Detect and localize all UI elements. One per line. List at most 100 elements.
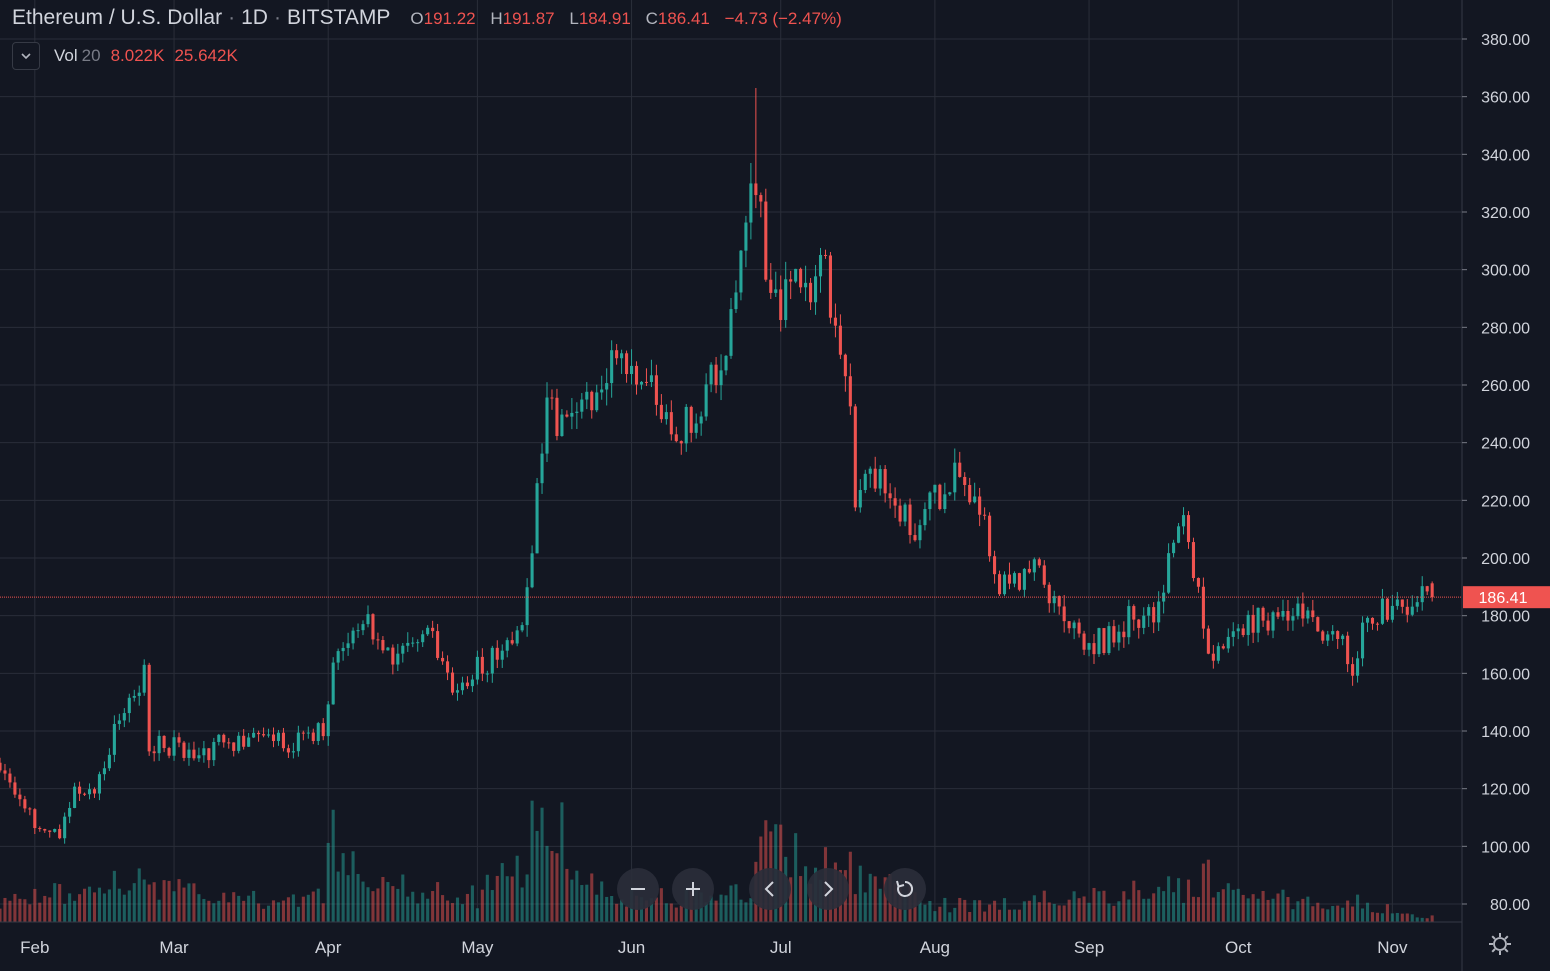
volume-bar [321, 903, 325, 922]
volume-bar [1052, 903, 1056, 922]
candle-body [296, 732, 300, 752]
price-tick-label: 360.00 [1481, 90, 1530, 107]
candle-body [356, 630, 360, 632]
volume-bar [1167, 876, 1171, 922]
candle-body [470, 679, 474, 687]
candle-body [1385, 598, 1389, 620]
candle-body [127, 697, 131, 714]
candle-body [749, 183, 753, 223]
volume-bar [475, 908, 479, 922]
candle-body [838, 325, 842, 355]
candle-body [550, 397, 554, 399]
volume-bar [63, 903, 67, 922]
candle-body [605, 383, 609, 390]
volume-bar [724, 895, 728, 922]
symbol-name[interactable]: Ethereum / U.S. Dollar [12, 6, 223, 29]
candle-body [694, 423, 698, 433]
volume-bar [371, 891, 375, 922]
candle-body [212, 741, 216, 761]
volume-bar [137, 868, 141, 922]
volume-bar [142, 879, 146, 922]
candle-body [1271, 612, 1275, 631]
volume-bar [500, 863, 504, 922]
volume-bar [172, 891, 176, 922]
collapse-legend-button[interactable] [12, 42, 40, 70]
volume-bar [351, 851, 355, 922]
scroll-left-button[interactable] [749, 868, 791, 910]
time-axis[interactable]: Feb Mar Apr May Jun Jul Aug Sep Oct Nov [20, 938, 1408, 957]
volume-bar [311, 891, 315, 922]
candle-body [33, 809, 37, 829]
chevron-right-icon [824, 881, 834, 897]
volume-bar [1331, 905, 1335, 922]
candle-body [913, 535, 917, 541]
volume-bar [595, 894, 599, 922]
candle-body [465, 682, 469, 687]
close-key: C [645, 9, 658, 28]
candle-body [232, 742, 236, 751]
volume-bar [97, 887, 101, 922]
volume-bar [520, 887, 524, 922]
candle-body [689, 406, 693, 433]
reset-chart-button[interactable] [884, 868, 926, 910]
candle-body [585, 391, 589, 400]
volume-bar [625, 906, 629, 922]
volume-label[interactable]: Vol [54, 46, 78, 65]
candle-body [1395, 599, 1399, 606]
candle-body [500, 650, 504, 660]
candle-body [505, 640, 509, 651]
volume-bar [1191, 896, 1196, 922]
candle-body [1251, 614, 1255, 633]
volume-bar [202, 898, 206, 922]
candle-body [649, 375, 653, 383]
volume-bar [1042, 890, 1046, 922]
volume-bar [112, 870, 116, 922]
volume-bar [182, 887, 186, 922]
zoom-out-button[interactable] [617, 868, 659, 910]
price-axis[interactable]: 380.00 360.00 340.00 320.00 300.00 280.00 260.… [1462, 32, 1530, 914]
zoom-out-icon [631, 888, 645, 890]
candle-body [192, 749, 196, 759]
candle-body [799, 268, 803, 288]
candle-body [1002, 574, 1007, 595]
candle-body [187, 749, 191, 758]
candle-body [898, 505, 902, 522]
candle-body [28, 808, 32, 810]
price-tick-label: 280.00 [1481, 320, 1530, 337]
volume-bar [1157, 886, 1161, 922]
scroll-right-button[interactable] [807, 868, 849, 910]
candle-body [247, 737, 251, 747]
candle-body [1177, 526, 1181, 543]
volume-bar [465, 893, 469, 922]
volume-bar [958, 897, 962, 922]
last-price-label: 186.41 [1463, 586, 1550, 609]
gear-icon[interactable] [1493, 937, 1507, 951]
volume-bar [610, 895, 614, 922]
candle-body [535, 483, 539, 554]
volume-bar [1012, 909, 1016, 922]
time-tick-label: Mar [159, 938, 189, 957]
settings-gear[interactable] [1489, 933, 1511, 955]
candle-body [1137, 619, 1141, 628]
volume-bar [127, 890, 131, 922]
volume-bar [848, 851, 852, 922]
volume-value: 8.022K [110, 46, 165, 65]
volume-bar [291, 894, 295, 922]
candle-body [1356, 658, 1360, 676]
volume-bar [1186, 879, 1191, 922]
volume-bar [391, 886, 395, 922]
volume-bar [1370, 912, 1375, 922]
volume-bar [993, 900, 997, 922]
zoom-in-button[interactable] [672, 868, 714, 910]
candle-body [560, 414, 564, 437]
volume-bar [346, 875, 350, 922]
interval-label[interactable]: 1D [241, 6, 268, 29]
volume-bar [943, 897, 947, 922]
volume-bar [396, 888, 400, 922]
volume-bar [336, 871, 340, 922]
volume-bar [1102, 890, 1106, 922]
volume-bar [376, 888, 380, 922]
separator-dot: · [228, 6, 236, 29]
volume-bar [0, 908, 2, 922]
